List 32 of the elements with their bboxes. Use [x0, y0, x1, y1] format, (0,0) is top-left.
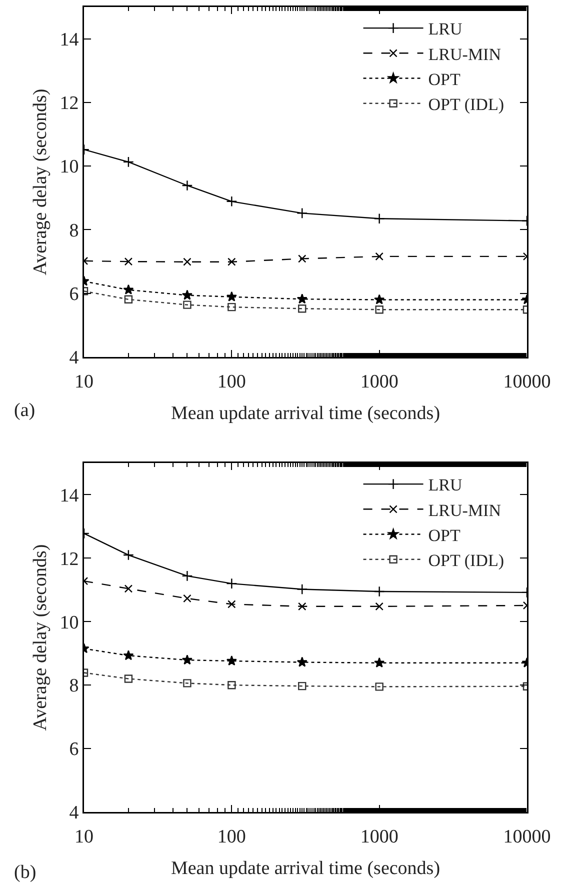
y-tick-label: 12 [60, 548, 79, 570]
x-tick-label: 100 [217, 826, 246, 848]
y-tick-label: 12 [60, 93, 79, 114]
y-tick-label: 6 [69, 284, 79, 306]
legend-label: LRU-MIN [428, 500, 501, 520]
text: (b) [14, 862, 36, 883]
y-tick-label: 8 [69, 676, 79, 697]
legend-label: LRU [428, 20, 462, 39]
y-tick-label: 6 [69, 739, 79, 760]
y-tick-label: 10 [60, 156, 79, 178]
x-axis-title: Mean update arrival time (seconds) [170, 402, 440, 424]
y-tick-label: 8 [69, 220, 79, 242]
y-axis-title: Average delay (seconds) [30, 88, 51, 276]
legend-label: OPT (IDL) [428, 550, 504, 570]
x-axis-title: Mean update arrival time (seconds) [170, 858, 440, 879]
x-tick-label: 10000 [503, 371, 551, 392]
legend-label: OPT [428, 70, 462, 89]
legend-label: OPT (IDL) [428, 94, 504, 114]
text: (a) [14, 400, 36, 421]
y-axis-title: Average delay (seconds) [30, 544, 51, 731]
y-tick-label: 4 [69, 348, 80, 369]
y-tick-label: 14 [60, 29, 80, 50]
x-tick-label: 100 [217, 371, 246, 392]
x-tick-label: 10000 [503, 826, 551, 848]
legend-label: OPT [428, 526, 462, 545]
legend-label: LRU [428, 476, 462, 495]
y-tick-label: 14 [60, 485, 80, 506]
y-tick-label: 10 [60, 612, 79, 634]
x-tick-label: 1000 [360, 371, 398, 392]
y-tick-label: 4 [69, 802, 80, 824]
x-tick-label: 1000 [360, 826, 398, 848]
legend-label: LRU-MIN [428, 44, 501, 64]
